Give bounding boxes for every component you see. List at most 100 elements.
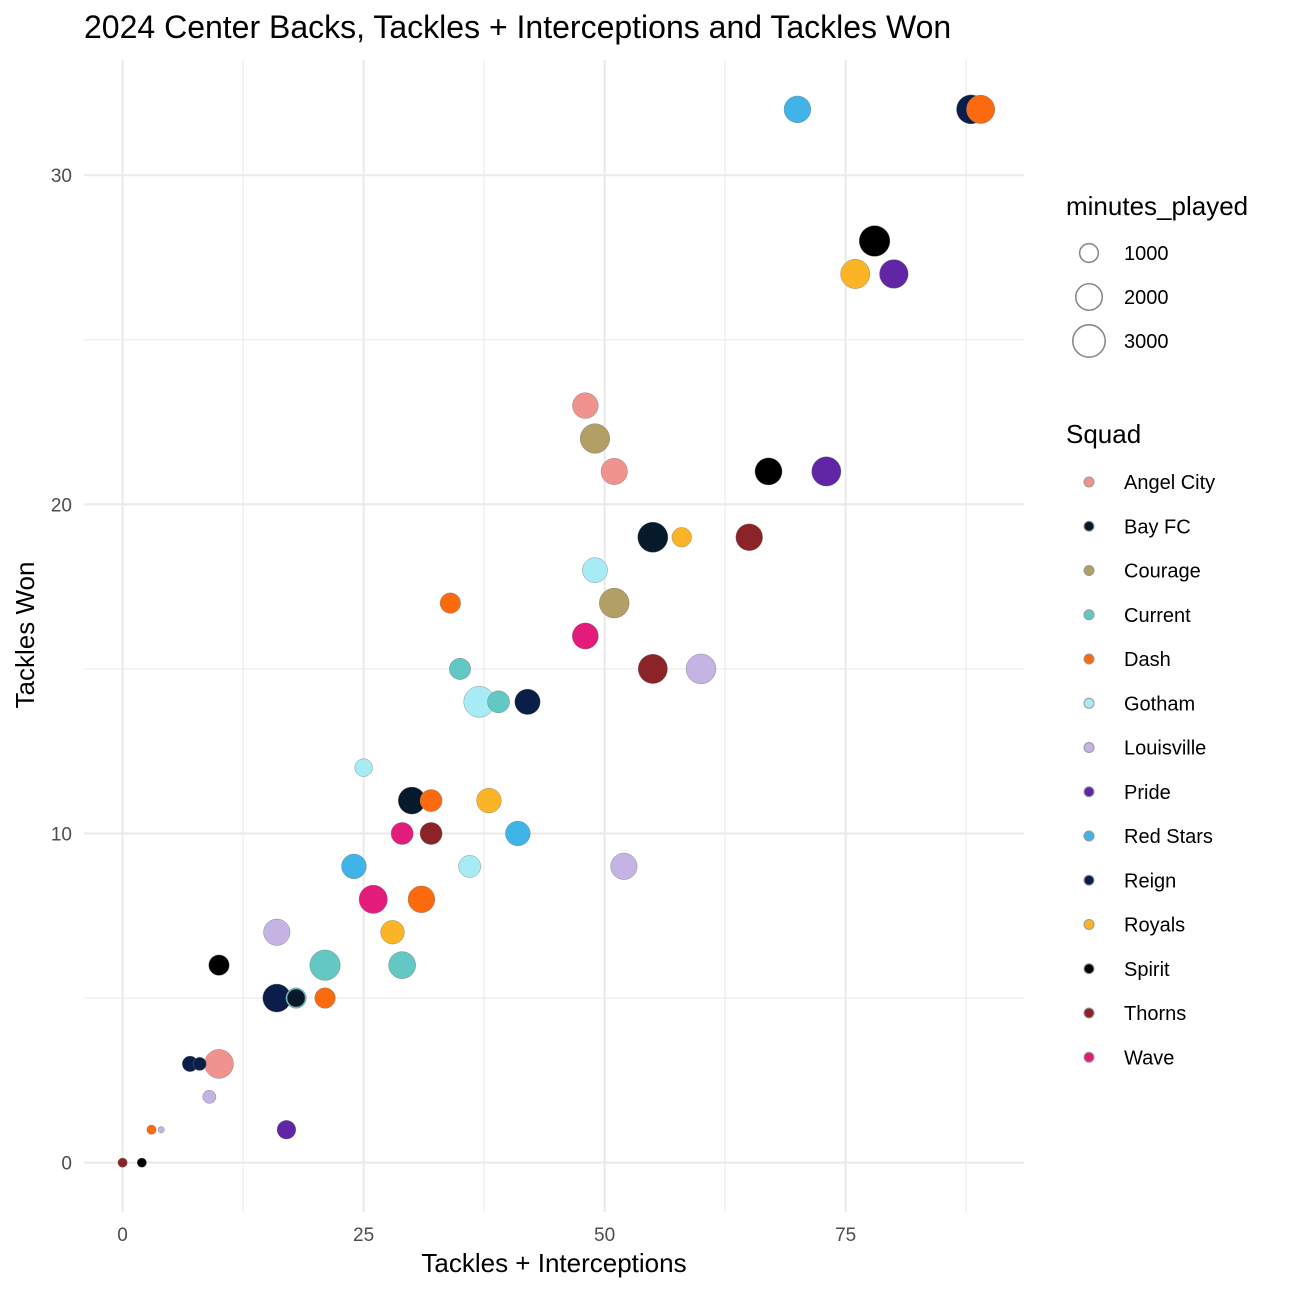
- data-point: [487, 690, 510, 714]
- color-legend-label: Current: [1124, 605, 1191, 627]
- x-tick-label: 75: [835, 1225, 856, 1246]
- data-point: [276, 1120, 297, 1140]
- color-legend-label: Pride: [1124, 782, 1171, 804]
- x-tick-label: 25: [353, 1225, 374, 1246]
- data-point: [610, 852, 638, 880]
- data-point: [309, 949, 341, 981]
- data-point: [514, 688, 541, 715]
- color-legend-label: Reign: [1124, 870, 1176, 892]
- data-point: [146, 1124, 157, 1135]
- color-legend-key: [1083, 919, 1095, 930]
- y-tick-label: 20: [51, 495, 72, 516]
- data-point: [783, 95, 812, 123]
- data-point: [157, 1126, 165, 1134]
- size-legend-label: 1000: [1124, 243, 1169, 265]
- size-legend-title: minutes_played: [1066, 191, 1248, 221]
- size-legend-key: [1071, 323, 1107, 359]
- color-legend-key: [1083, 476, 1095, 488]
- size-legend-label: 2000: [1124, 287, 1169, 309]
- color-legend-key: [1083, 520, 1095, 532]
- data-point: [637, 521, 669, 553]
- data-point: [314, 987, 336, 1009]
- data-point: [579, 423, 610, 454]
- color-legend-key: [1083, 786, 1095, 798]
- data-point: [637, 654, 668, 684]
- data-point: [117, 1157, 128, 1168]
- data-point: [685, 653, 717, 685]
- data-point: [208, 954, 230, 976]
- color-legend-key: [1083, 742, 1095, 753]
- color-legend-label: Wave: [1124, 1047, 1174, 1069]
- color-legend-key: [1083, 1051, 1095, 1063]
- data-point: [407, 885, 436, 913]
- data-point: [572, 622, 599, 650]
- data-point: [754, 457, 783, 486]
- y-tick-label: 0: [61, 1154, 72, 1175]
- color-legend-title: Squad: [1066, 419, 1141, 449]
- data-point: [735, 523, 763, 551]
- size-legend: minutes_played 1000 2000 3000: [1066, 191, 1248, 359]
- data-point: [476, 787, 502, 814]
- color-legend-label: Bay FC: [1124, 516, 1191, 538]
- data-point: [419, 822, 443, 845]
- color-legend-key: [1083, 830, 1095, 842]
- x-tick-label: 50: [594, 1225, 615, 1246]
- x-tick-label: 0: [117, 1225, 128, 1246]
- axis-ticks: 0 25 50 75 0 10 20 30: [51, 166, 856, 1246]
- data-point: [671, 527, 692, 548]
- y-tick-label: 30: [51, 166, 72, 187]
- data-point: [811, 456, 842, 487]
- color-legend-label: Dash: [1124, 649, 1171, 671]
- chart-title: 2024 Center Backs, Tackles + Interceptio…: [84, 9, 951, 45]
- data-point: [458, 855, 481, 878]
- data-point: [202, 1089, 217, 1104]
- color-legend-key: [1083, 963, 1095, 975]
- data-point: [439, 592, 461, 614]
- color-legend-key: [1083, 565, 1095, 576]
- data-point: [341, 853, 367, 879]
- color-legend-key: [1083, 653, 1095, 665]
- data-point: [572, 392, 599, 419]
- data-point: [449, 658, 471, 680]
- data-point: [263, 918, 291, 946]
- color-legend-label: Thorns: [1124, 1003, 1186, 1025]
- data-point: [858, 225, 891, 257]
- data-point: [582, 557, 608, 583]
- color-legend-label: Gotham: [1124, 693, 1195, 715]
- data-point: [505, 820, 531, 847]
- x-axis-title: Tackles + Interceptions: [421, 1248, 686, 1278]
- color-legend-label: Spirit: [1124, 959, 1170, 981]
- size-legend-key: [1078, 242, 1100, 264]
- data-point: [358, 884, 388, 914]
- data-point: [287, 988, 306, 1008]
- data-point: [388, 951, 416, 979]
- color-legend-label: Red Stars: [1124, 826, 1213, 848]
- data-point: [390, 822, 414, 845]
- data-point: [966, 94, 996, 124]
- data-point: [840, 259, 871, 289]
- color-legend: Squad Angel City Bay FC Courage Current Dash…: [1066, 419, 1215, 1069]
- data-points: [117, 94, 996, 1168]
- color-legend-key: [1083, 1007, 1095, 1019]
- color-legend-label: Angel City: [1124, 472, 1215, 494]
- size-legend-label: 3000: [1124, 331, 1169, 353]
- data-point: [879, 259, 909, 289]
- data-point: [419, 789, 443, 812]
- y-axis-title: Tackles Won: [10, 562, 40, 709]
- grid: [84, 60, 1024, 1212]
- color-legend-key: [1083, 697, 1095, 709]
- data-point: [136, 1157, 147, 1168]
- color-legend-key: [1083, 874, 1095, 886]
- color-legend-label: Louisville: [1124, 738, 1206, 760]
- color-legend-label: Royals: [1124, 915, 1185, 937]
- data-point: [600, 457, 628, 485]
- y-tick-label: 10: [51, 824, 72, 845]
- data-point: [380, 920, 405, 945]
- data-point: [599, 587, 630, 619]
- color-legend-label: Courage: [1124, 561, 1201, 583]
- data-point: [354, 758, 373, 777]
- size-legend-key: [1074, 282, 1104, 312]
- data-point: [192, 1057, 207, 1071]
- data-point: [204, 1049, 234, 1079]
